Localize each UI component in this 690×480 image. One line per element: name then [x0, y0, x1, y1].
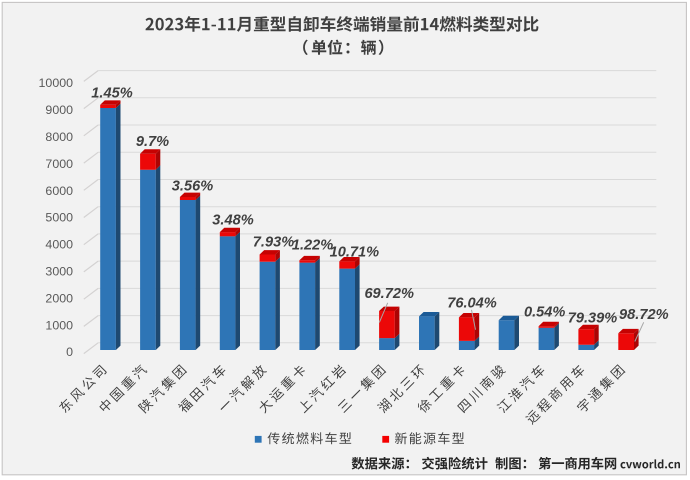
svg-text:0: 0: [66, 345, 73, 359]
svg-text:3.48%: 3.48%: [212, 213, 253, 229]
svg-text:1.22%: 1.22%: [292, 237, 333, 253]
svg-text:3000: 3000: [45, 265, 73, 279]
svg-text:5000: 5000: [45, 211, 73, 225]
svg-text:1.45%: 1.45%: [91, 86, 132, 102]
svg-text:10.71%: 10.71%: [330, 244, 380, 260]
svg-text:4000: 4000: [45, 238, 73, 252]
svg-text:6000: 6000: [45, 184, 73, 198]
svg-text:0.54%: 0.54%: [524, 305, 565, 321]
svg-text:8000: 8000: [45, 130, 73, 144]
svg-text:76.04%: 76.04%: [447, 296, 497, 312]
svg-text:1000: 1000: [45, 318, 73, 332]
svg-text:69.72%: 69.72%: [364, 286, 414, 302]
svg-text:79.39%: 79.39%: [568, 311, 618, 327]
svg-text:3.56%: 3.56%: [172, 179, 213, 195]
svg-text:98.72%: 98.72%: [619, 307, 669, 323]
svg-text:9000: 9000: [45, 103, 73, 117]
svg-text:9.7%: 9.7%: [136, 134, 169, 150]
svg-text:7.93%: 7.93%: [253, 234, 294, 250]
svg-text:7000: 7000: [45, 157, 73, 171]
svg-text:10000: 10000: [39, 76, 74, 90]
svg-text:2000: 2000: [45, 291, 73, 305]
